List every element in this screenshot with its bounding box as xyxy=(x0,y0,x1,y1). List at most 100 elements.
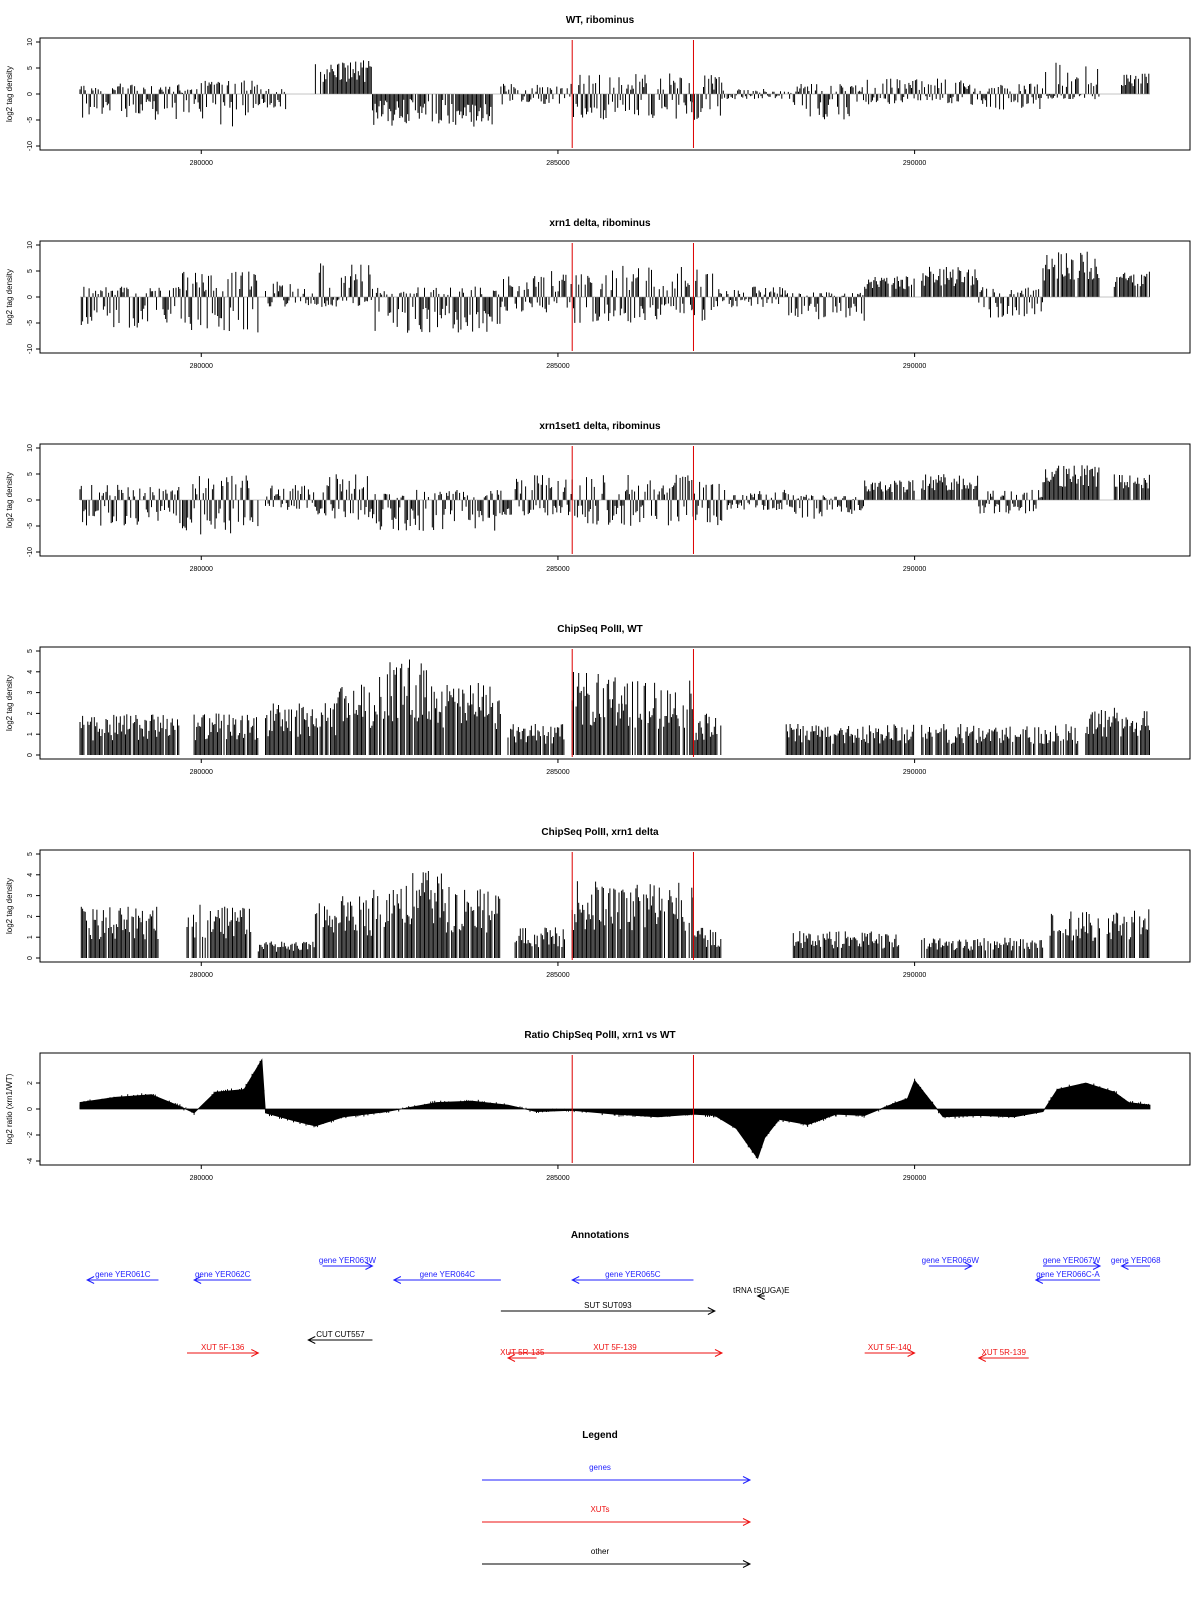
annotation-feature: gene YER062C xyxy=(193,1270,252,1284)
y-tick-label: 2 xyxy=(27,914,34,918)
plot-frame xyxy=(39,646,1191,760)
annotation-feature: gene YER066W xyxy=(922,1256,980,1270)
panel-title: ChipSeq PolII, xrn1 delta xyxy=(541,827,659,838)
arrowhead-icon xyxy=(506,1354,516,1362)
y-tick-label: 3 xyxy=(27,691,34,695)
panel-title: Ratio ChipSeq PolII, xrn1 vs WT xyxy=(524,1030,675,1041)
annotation-feature: SUT SUT093 xyxy=(500,1301,716,1315)
x-tick-label: 280000 xyxy=(190,566,213,573)
panel-title: xrn1set1 delta, ribominus xyxy=(539,421,661,432)
annotation-feature: gene YER068 xyxy=(1111,1256,1161,1270)
feature-label: XUT 5R-139 xyxy=(982,1348,1027,1357)
y-tick-label: 1 xyxy=(27,732,34,736)
annotation-feature: gene YER063W xyxy=(319,1256,377,1270)
y-tick-label: 10 xyxy=(27,444,34,452)
x-tick-label: 290000 xyxy=(903,363,926,370)
data-series xyxy=(80,871,1150,958)
arrowhead-icon xyxy=(907,1349,916,1357)
panel-2: xrn1 delta, ribominus -10 -5 0 5 10 log2 tag d… xyxy=(5,218,1191,370)
feature-label: gene YER063W xyxy=(319,1256,377,1265)
x-tick-label: 290000 xyxy=(903,566,926,573)
feature-label: gene YER066W xyxy=(922,1256,980,1265)
y-axis-label: log2 tag density xyxy=(5,878,14,934)
data-series xyxy=(79,1058,1151,1160)
data-series xyxy=(79,659,1150,755)
annotation-feature: gene YER067W xyxy=(1043,1256,1102,1270)
y-axis-label: log2 ratio (xrn1/WT) xyxy=(5,1073,14,1144)
annotations-title: Annotations xyxy=(571,1230,630,1241)
y-tick-label: 2 xyxy=(27,711,34,715)
legend-item: other xyxy=(482,1547,752,1568)
annotation-feature: gene YER066C-A xyxy=(1034,1270,1100,1284)
arrowhead-icon xyxy=(714,1349,724,1357)
arrowhead-icon xyxy=(1034,1276,1044,1284)
legend-label: XUTs xyxy=(590,1505,609,1514)
arrowhead-icon xyxy=(86,1276,95,1284)
x-tick-label: 285000 xyxy=(546,769,569,776)
y-tick-label: -10 xyxy=(27,547,34,557)
panel-title: WT, ribominus xyxy=(566,15,635,26)
y-tick-label: 0 xyxy=(27,295,34,299)
y-tick-label: 5 xyxy=(27,66,34,70)
feature-label: CUT CUT557 xyxy=(316,1330,365,1339)
y-tick-label: 2 xyxy=(27,1081,34,1085)
feature-label: tRNA tS(UGA)E xyxy=(733,1286,789,1295)
arrowhead-icon xyxy=(742,1518,752,1526)
feature-label: XUT 5F-139 xyxy=(593,1343,637,1352)
legend-section: Legend genes XUTs other xyxy=(482,1430,752,1568)
data-series xyxy=(80,251,1150,333)
annotation-feature: XUT 5R-135 xyxy=(500,1348,545,1362)
arrowhead-icon xyxy=(251,1349,260,1357)
feature-label: gene YER067W xyxy=(1043,1256,1101,1265)
y-tick-label: 10 xyxy=(27,38,34,46)
arrowhead-icon xyxy=(707,1307,716,1315)
y-tick-label: 4 xyxy=(27,670,34,674)
feature-label: gene YER065C xyxy=(605,1270,661,1279)
y-tick-label: -4 xyxy=(27,1158,34,1164)
x-tick-label: 285000 xyxy=(546,566,569,573)
feature-label: XUT 5F-136 xyxy=(201,1343,245,1352)
legend-label: other xyxy=(591,1547,610,1556)
legend-title: Legend xyxy=(582,1430,618,1441)
legend-item: XUTs xyxy=(482,1505,752,1526)
y-tick-label: -10 xyxy=(27,344,34,354)
y-tick-label: 5 xyxy=(27,649,34,653)
annotation-feature: gene YER065C xyxy=(571,1270,694,1284)
annotation-feature: XUT 5F-136 xyxy=(187,1343,260,1357)
arrowhead-icon xyxy=(964,1262,973,1270)
arrowhead-icon xyxy=(365,1262,374,1270)
panel-1: WT, ribominus -10 -5 0 5 10 log2 tag density 28… xyxy=(5,15,1191,167)
x-tick-label: 280000 xyxy=(190,363,213,370)
panel-4: ChipSeq PolII, WT 0 1 2 3 4 5 log2 tag density 2… xyxy=(5,624,1191,776)
y-tick-label: 3 xyxy=(27,894,34,898)
x-tick-label: 285000 xyxy=(546,363,569,370)
panel-6: Ratio ChipSeq PolII, xrn1 vs WT -4 -2 0 2 log… xyxy=(5,1030,1191,1182)
y-tick-label: -5 xyxy=(27,523,34,529)
x-tick-label: 290000 xyxy=(903,972,926,979)
panel-title: ChipSeq PolII, WT xyxy=(557,624,643,635)
y-tick-label: 0 xyxy=(27,92,34,96)
y-axis-label: log2 tag density xyxy=(5,675,14,731)
data-series xyxy=(79,60,1150,127)
y-tick-label: 1 xyxy=(27,935,34,939)
annotations-section: Annotations gene YER061C gene YER062C gene … xyxy=(86,1230,1161,1362)
arrowhead-icon xyxy=(742,1560,752,1568)
feature-label: XUT 5F-140 xyxy=(868,1343,912,1352)
feature-label: gene YER062C xyxy=(195,1270,251,1279)
x-tick-label: 285000 xyxy=(546,160,569,167)
feature-label: gene YER064C xyxy=(420,1270,476,1279)
x-tick-label: 290000 xyxy=(903,160,926,167)
x-tick-label: 280000 xyxy=(190,1175,213,1182)
annotation-feature: XUT 5F-140 xyxy=(864,1343,916,1357)
annotation-feature: gene YER064C xyxy=(392,1270,501,1284)
plot-frame xyxy=(39,849,1191,963)
feature-label: gene YER061C xyxy=(95,1270,151,1279)
x-tick-label: 290000 xyxy=(903,1175,926,1182)
annotation-feature: gene YER061C xyxy=(86,1270,159,1284)
y-axis-label: log2 tag density xyxy=(5,66,14,122)
x-tick-label: 285000 xyxy=(546,1175,569,1182)
x-tick-label: 280000 xyxy=(190,972,213,979)
annotation-feature: XUT 5F-139 xyxy=(508,1343,724,1357)
feature-label: gene YER066C-A xyxy=(1036,1270,1100,1279)
